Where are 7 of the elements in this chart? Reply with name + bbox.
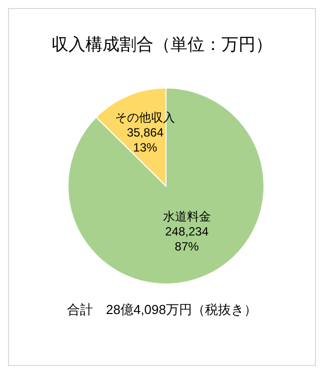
slice-label: 水道料金 bbox=[162, 210, 211, 224]
data-label: 35,864 13% bbox=[126, 125, 164, 154]
chart-title: 収入構成割合（単位：万円） bbox=[50, 34, 274, 56]
slice-label: その他収入 bbox=[115, 110, 176, 124]
pie-slice bbox=[68, 88, 264, 284]
data-label: 248,234 87% bbox=[165, 224, 209, 254]
text: 合計 28億4,098万円（税抜き） bbox=[67, 301, 258, 319]
